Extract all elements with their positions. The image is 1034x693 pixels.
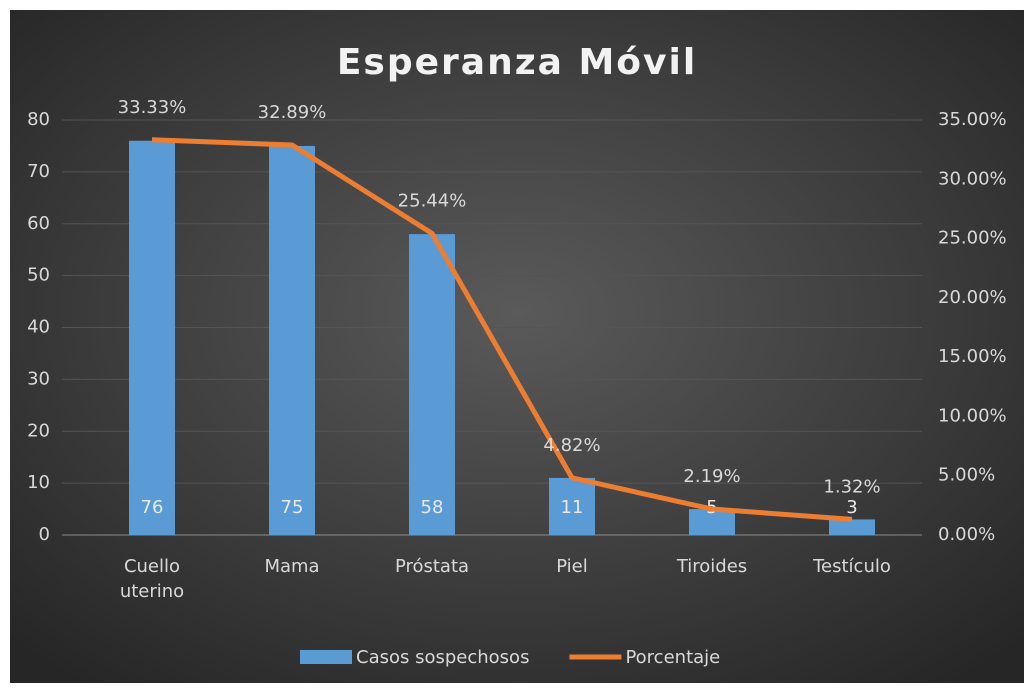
line-value-label: 33.33% <box>118 97 187 118</box>
legend-swatch <box>300 650 352 664</box>
bar-value-label: 75 <box>281 497 304 518</box>
bar <box>829 519 875 535</box>
chart-title: Esperanza Móvil <box>337 42 697 83</box>
x-tick-label: Cuello uterino <box>119 556 185 602</box>
line <box>151 137 853 522</box>
bar-value-label: 3 <box>846 497 857 518</box>
y-tick-label: 10 <box>27 472 50 493</box>
bar <box>129 140 175 535</box>
bar-value-label: 58 <box>421 497 444 518</box>
bar <box>549 477 595 535</box>
y2-tick-label: 5.00% <box>938 465 995 486</box>
y-tick-label: 70 <box>27 161 50 182</box>
bar <box>409 234 455 535</box>
x-tick-label: Piel <box>556 556 588 577</box>
x-tick-label: Testículo <box>813 556 891 577</box>
y-tick-label: 50 <box>27 265 50 286</box>
y2-tick-label: 35.00% <box>938 109 1007 130</box>
y2-tick-label: 20.00% <box>938 287 1007 308</box>
bar <box>269 145 315 535</box>
y2-tick-label: 10.00% <box>938 405 1007 426</box>
line-value-label: 25.44% <box>398 190 467 211</box>
line-value-label: 1.32% <box>823 476 880 497</box>
y-tick-label: 0 <box>39 524 50 545</box>
x-tick-label: Tiroides <box>676 556 748 577</box>
bar <box>689 509 735 535</box>
y-tick-label: 60 <box>27 213 50 234</box>
y-tick-label: 20 <box>27 420 50 441</box>
legend-label: Porcentaje <box>625 647 720 668</box>
chart-background <box>10 10 1024 683</box>
y2-tick-label: 0.00% <box>938 524 995 545</box>
y-tick-label: 30 <box>27 368 50 389</box>
line-value-label: 32.89% <box>258 102 327 123</box>
legend-label: Casos sospechosos <box>356 647 529 668</box>
bar-value-label: 76 <box>141 497 164 518</box>
line-value-label: 2.19% <box>683 466 740 487</box>
y-tick-label: 40 <box>27 317 50 338</box>
y2-tick-label: 25.00% <box>938 228 1007 249</box>
y-tick-label: 80 <box>27 109 50 130</box>
y2-tick-label: 15.00% <box>938 346 1007 367</box>
x-tick-label: Mama <box>264 556 320 577</box>
y2-tick-label: 30.00% <box>938 168 1007 189</box>
bar-value-label: 11 <box>561 497 584 518</box>
x-tick-label: Próstata <box>394 556 470 577</box>
line-value-label: 4.82% <box>543 435 600 456</box>
